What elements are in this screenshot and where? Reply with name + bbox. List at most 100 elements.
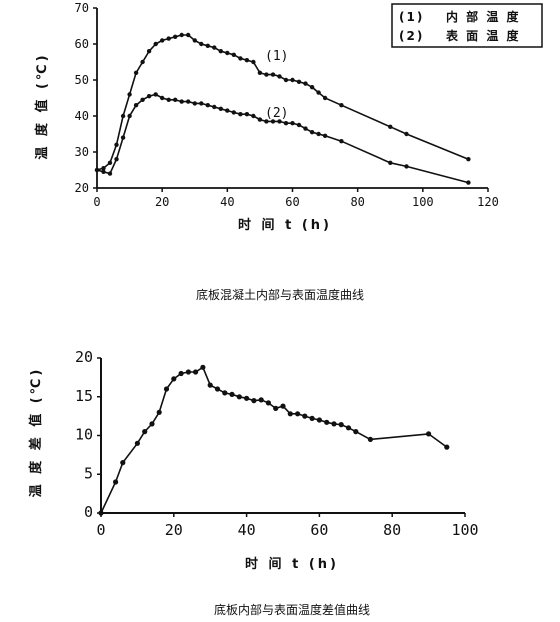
series-2-point	[225, 108, 230, 113]
series-1-line	[100, 366, 448, 514]
legend-label-2: 表 面 温 度	[445, 28, 521, 43]
series-1-point	[98, 510, 104, 516]
series-2-point	[186, 99, 191, 104]
series-1-point	[324, 419, 330, 425]
chart-2-series	[98, 364, 450, 516]
series-2-point	[309, 130, 315, 135]
series-2-point	[218, 106, 223, 112]
series-1-point	[316, 417, 322, 423]
series-1-point	[120, 460, 126, 466]
series-2-point	[166, 97, 171, 103]
y-tick-label: 20	[75, 348, 93, 366]
x-tick-label: 0	[96, 521, 105, 539]
chart-2-x-tick-labels: 0 20 40 60 80 100	[96, 521, 478, 539]
series-2-point	[257, 117, 263, 122]
legend-marker-2: (2)	[399, 29, 424, 43]
series-2-point	[173, 97, 178, 103]
x-tick-label: 80	[350, 195, 364, 209]
series-1-point	[338, 422, 344, 428]
series-1-point	[309, 85, 315, 90]
series-1-point	[236, 394, 242, 400]
y-tick-label: 60	[75, 37, 89, 51]
x-tick-label: 60	[310, 521, 328, 539]
series-2-point	[277, 119, 282, 124]
chart-1-x-axis-label: 时 间 t (h)	[238, 217, 332, 233]
series-1-point	[353, 429, 359, 435]
series-2-point	[107, 171, 113, 176]
series-2-point	[270, 119, 276, 124]
chart-1: 20 30 40 50 60 70 0 20 40 60 80 100 120 时 间 t (h) 温…	[34, 1, 543, 302]
series-1-point	[283, 77, 289, 83]
series-1-point	[302, 413, 308, 419]
chart-1-axes	[93, 7, 489, 192]
series-1-point	[156, 409, 162, 415]
series-1-annotation: (1)	[265, 49, 288, 64]
legend-marker-1: (1)	[399, 10, 424, 24]
chart-2-caption: 底板内部与表面温度差值曲线	[214, 602, 370, 617]
series-1-point	[273, 405, 279, 411]
series-1-point	[257, 70, 263, 76]
series-1-point	[185, 369, 191, 375]
legend-label-1: 内 部 温 度	[446, 9, 521, 24]
series-1-point	[287, 411, 293, 417]
series-1-point	[207, 382, 213, 388]
y-tick-label: 10	[75, 426, 93, 444]
series-1-point	[251, 398, 257, 404]
series-2-point	[231, 110, 236, 115]
series-1-point	[153, 41, 158, 47]
series-1-point	[140, 59, 145, 65]
series-1-point	[163, 386, 170, 392]
series-1-point	[316, 90, 321, 95]
series-1-point	[146, 49, 152, 54]
x-tick-label: 0	[93, 195, 100, 209]
series-1-point	[134, 440, 140, 446]
series-1-point	[149, 421, 155, 427]
series-1-point	[113, 479, 119, 485]
series-2-point	[146, 94, 152, 99]
series-1-point	[179, 32, 184, 38]
series-1-point	[229, 391, 235, 397]
series-2-point	[388, 160, 393, 165]
series-1-point	[258, 397, 264, 403]
y-tick-label: 20	[75, 181, 89, 195]
y-tick-label: 5	[84, 464, 93, 482]
series-1-point	[270, 72, 276, 77]
series-1-point	[339, 103, 344, 108]
series-1-point	[160, 38, 165, 43]
series-2-point	[114, 157, 119, 162]
series-1-point	[280, 403, 286, 409]
x-tick-label: 20	[165, 521, 183, 539]
series-2-point	[192, 101, 197, 106]
series-1-point	[296, 79, 302, 85]
series-2-point	[160, 95, 165, 101]
series-1-point	[244, 58, 250, 63]
series-1-point	[199, 41, 204, 47]
series-1-point	[133, 70, 139, 76]
chart-2: 0 5 10 15 20 0 20 40 60 80 100 时 间 t (h) 温 度 差 值 …	[28, 348, 479, 617]
series-1-point	[166, 36, 171, 41]
series-1-point	[186, 32, 191, 38]
series-2-point	[120, 135, 126, 140]
series-1-point	[322, 95, 328, 101]
series-1-point	[290, 77, 295, 83]
series-1-point	[265, 400, 271, 406]
series-1-point	[388, 124, 393, 129]
series-1-point	[192, 38, 197, 43]
series-2-point	[244, 112, 250, 117]
series-1-point	[309, 415, 315, 421]
series-1-point	[277, 74, 282, 79]
series-2-point	[264, 119, 269, 124]
series-2-point	[303, 126, 308, 131]
series-1-point	[178, 370, 184, 377]
series-2-point	[140, 97, 145, 103]
series-1-point	[426, 431, 432, 437]
series-2-point	[466, 180, 471, 185]
series-1-point	[222, 390, 228, 396]
series-1-point	[345, 425, 352, 431]
y-tick-label: 70	[75, 1, 89, 15]
series-2-point	[212, 104, 217, 110]
series-1-point	[171, 376, 177, 382]
series-1-point	[225, 50, 230, 56]
x-tick-label: 60	[285, 195, 299, 209]
series-2-annotation: (2)	[265, 106, 288, 121]
